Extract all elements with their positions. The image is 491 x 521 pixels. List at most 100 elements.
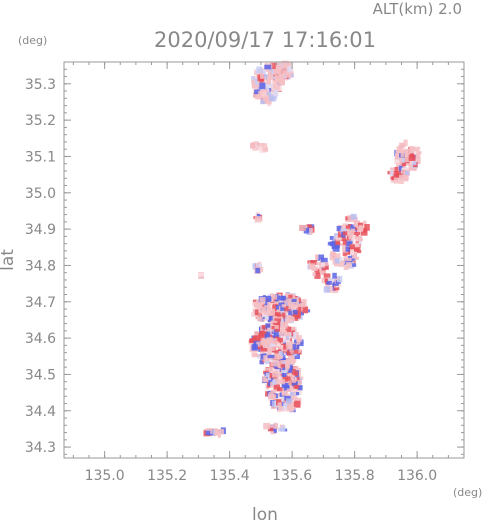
- echo-cell-cluster-4: [415, 156, 421, 164]
- echo-cell-cluster-13: [302, 306, 308, 314]
- echo-cell-cluster-13: [267, 302, 271, 309]
- echo-cell-cluster-15: [270, 361, 276, 367]
- echo-cell-cluster-7: [336, 225, 342, 232]
- echo-cell-cluster-14: [281, 322, 288, 329]
- echo-cell-cluster-7: [348, 240, 353, 245]
- echo-cell-cluster-13: [274, 318, 281, 326]
- echo-cell-cluster-15: [270, 389, 277, 393]
- echo-cell-cluster-14: [268, 347, 272, 353]
- echo-cell-cluster-15: [289, 376, 294, 382]
- echo-cell-cluster-14: [265, 323, 272, 329]
- echo-cell-cluster-13: [288, 304, 296, 310]
- chart-title: 2020/09/17 17:16:01: [154, 28, 376, 52]
- echo-cell-cluster-14: [287, 326, 295, 331]
- echo-cell-cluster-13: [257, 303, 263, 309]
- echo-cell-cluster-14: [280, 336, 286, 341]
- echo-cell-cluster-14: [261, 338, 268, 345]
- echo-cell-cluster-15: [282, 375, 288, 382]
- echo-cell-cluster-15: [282, 373, 287, 377]
- echo-cell-cluster-18: [273, 423, 278, 429]
- echo-cell-cluster-0: [254, 89, 260, 95]
- echo-cell-cluster-13: [292, 309, 298, 315]
- echo-cell-cluster-7: [343, 264, 349, 270]
- echo-cell-cluster-5: [394, 166, 399, 174]
- echo-cell-cluster-4: [409, 146, 415, 154]
- echo-cell-cluster-7: [345, 239, 351, 247]
- echo-cell-cluster-0: [263, 95, 271, 102]
- echo-cell-cluster-4: [409, 146, 415, 150]
- y-tick-label: 34.6: [25, 331, 56, 347]
- echo-cell-cluster-16: [286, 398, 292, 404]
- echo-cell-cluster-14: [278, 329, 285, 333]
- echo-cell-cluster-13: [284, 305, 291, 312]
- y-tick-label: 34.8: [25, 258, 56, 274]
- echo-cell-cluster-7: [346, 261, 352, 268]
- echo-cell-cluster-14: [251, 352, 258, 358]
- echo-cell-cluster-13: [254, 309, 259, 316]
- echo-cell-cluster-7: [335, 235, 342, 241]
- echo-cell-cluster-13: [265, 296, 272, 302]
- echo-cell-cluster-18: [270, 427, 277, 435]
- echo-cell-cluster-1: [282, 70, 289, 75]
- echo-cell-cluster-15: [293, 370, 299, 376]
- echo-cell-cluster-16: [293, 400, 301, 408]
- echo-cell-cluster-13: [292, 303, 300, 308]
- echo-cell-cluster-13: [251, 312, 258, 317]
- x-tick-label: 136.0: [397, 468, 437, 484]
- echo-cell-cluster-15: [285, 360, 290, 367]
- echo-cell-cluster-8: [357, 226, 364, 232]
- echo-cell-cluster-15: [280, 369, 287, 375]
- echo-cell-cluster-15: [273, 360, 280, 367]
- echo-cell-cluster-14: [286, 342, 290, 350]
- echo-cell-cluster-8: [347, 229, 351, 237]
- echo-cell-cluster-15: [291, 381, 298, 387]
- echo-cell-cluster-8: [350, 226, 356, 233]
- echo-cell-cluster-13: [284, 298, 289, 304]
- echo-cell-cluster-15: [265, 372, 270, 377]
- echo-cell-cluster-13: [268, 316, 275, 321]
- echo-cell-cluster-14: [284, 332, 291, 337]
- echo-cell-cluster-0: [269, 83, 277, 89]
- echo-cell-cluster-1: [279, 73, 284, 81]
- echo-cell-cluster-14: [276, 341, 281, 347]
- echo-cell-cluster-0: [265, 91, 273, 96]
- echo-cell-cluster-14: [257, 354, 261, 359]
- echo-cell-cluster-7: [345, 246, 350, 252]
- echo-cell-cluster-8: [361, 229, 367, 233]
- echo-cell-cluster-17: [217, 431, 221, 438]
- echo-cell-cluster-5: [389, 170, 394, 177]
- echo-cell-cluster-4: [396, 146, 404, 153]
- x-tick-label: 135.4: [210, 468, 250, 484]
- echo-cell-cluster-4: [406, 152, 410, 157]
- echo-cell-cluster-15: [296, 376, 300, 381]
- echo-cell-cluster-15: [272, 371, 279, 378]
- echo-cell-cluster-19: [198, 272, 204, 277]
- echo-cell-cluster-7: [352, 263, 357, 267]
- echo-cell-cluster-8: [348, 233, 353, 240]
- echo-cell-cluster-18: [263, 422, 270, 430]
- echo-cell-cluster-7: [342, 239, 347, 245]
- echo-cell-cluster-5: [405, 170, 410, 176]
- echo-cell-cluster-2: [257, 143, 265, 150]
- echo-cell-cluster-7: [346, 257, 352, 261]
- x-tick-label: 135.2: [147, 468, 187, 484]
- echo-cell-cluster-1: [276, 64, 283, 71]
- echo-cell-cluster-13: [280, 308, 285, 315]
- echo-cell-cluster-13: [291, 298, 297, 302]
- echo-cell-cluster-14: [260, 348, 268, 352]
- axes-layer: 135.0 135.2 135.4 135.6 135.8 136.0 34.3 34.4 34…: [25, 61, 465, 484]
- echo-cell-cluster-8: [352, 234, 356, 241]
- echo-cell-cluster-0: [259, 82, 266, 90]
- echo-cell-cluster-14: [256, 341, 260, 347]
- echo-cell-cluster-15: [281, 390, 288, 396]
- echo-cell-cluster-9: [314, 272, 321, 279]
- echo-cell-cluster-8: [355, 236, 362, 242]
- echo-cell-cluster-10: [327, 277, 335, 283]
- echo-cell-cluster-14: [273, 329, 279, 336]
- echo-cell-cluster-13: [291, 315, 295, 322]
- echo-cell-cluster-15: [277, 361, 284, 368]
- echo-cell-cluster-15: [287, 376, 291, 381]
- echo-cell-cluster-0: [251, 79, 255, 86]
- echo-cell-cluster-13: [278, 302, 284, 309]
